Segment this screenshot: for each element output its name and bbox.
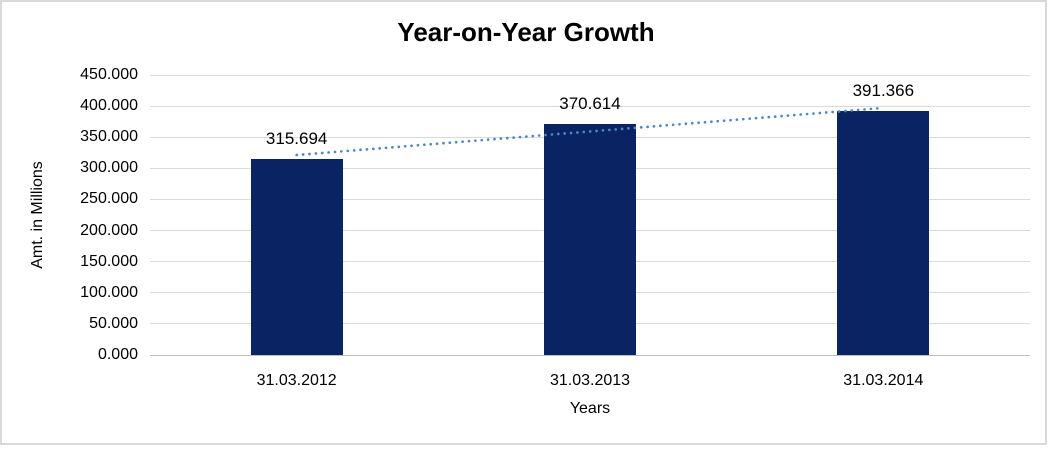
data-label: 315.694 (265, 128, 328, 148)
y-tick-label: 450.000 (80, 66, 138, 83)
y-tick-label: 300.000 (80, 159, 138, 177)
x-tick-label: 31.03.2014 (843, 372, 924, 389)
x-axis-line (150, 354, 1030, 356)
y-tick-label: 150.000 (80, 252, 138, 270)
bar-31.03.2014 (837, 111, 930, 355)
y-gridline (150, 105, 1030, 107)
y-tick-label: 200.000 (80, 221, 138, 239)
y-axis-title: Amt. in Millions (29, 161, 46, 269)
x-axis-title: Years (569, 400, 611, 417)
data-label: 391.366 (852, 81, 915, 101)
x-tick-label: 31.03.2012 (256, 372, 337, 389)
x-tick-label: 31.03.2013 (549, 372, 631, 389)
y-tick-label: 250.000 (80, 190, 138, 208)
y-tick-label: 100.000 (80, 283, 138, 301)
y-tick-label: 0.000 (97, 346, 138, 363)
y-tick-label: 50.000 (89, 314, 138, 332)
bar-31.03.2012 (250, 158, 343, 355)
y-tick-label: 350.000 (80, 128, 138, 146)
data-label: 370.614 (559, 94, 621, 114)
bar-31.03.2013 (544, 124, 636, 355)
chart-title: Year-on-Year Growth (397, 17, 655, 47)
y-tick-label: 400.000 (80, 97, 138, 115)
y-gridline (150, 74, 1030, 76)
